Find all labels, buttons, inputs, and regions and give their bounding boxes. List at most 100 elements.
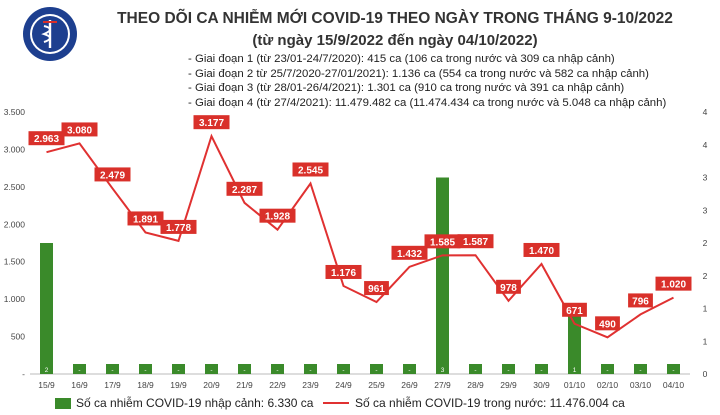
bar-value-label: 3 [441,367,445,374]
y-right-tick-label: 4 [703,140,708,150]
bar [271,364,284,374]
bar [535,364,548,374]
x-tick-label: 20/9 [203,380,220,390]
line-data-label: 2.963 [34,134,59,145]
x-tick-label: 04/10 [663,380,685,390]
line-data-label-bg [94,167,131,182]
bar [304,364,317,374]
y-right-tick-label: 4 [703,107,708,117]
line-data-label-bg [595,316,620,331]
line-data-label: 796 [632,296,649,307]
bar-value-label: - [144,367,146,374]
line-data-label-bg [193,115,230,130]
line-data-label-bg [61,122,98,137]
x-tick-label: 23/9 [302,380,319,390]
note-line: - Giai đoạn 2 từ 25/7/2020-27/01/2021): … [188,67,649,80]
x-tick-label: 26/9 [401,380,418,390]
line-data-label: 2.287 [232,185,257,196]
chart-title: THEO DÕI CA NHIỄM MỚI COVID-19 THEO NGÀY… [117,10,673,27]
x-tick-label: 18/9 [137,380,154,390]
bar [634,364,647,374]
bar [205,364,218,374]
y-right-tick-label: 2 [703,238,708,248]
x-tick-label: 22/9 [269,380,286,390]
bar-value-label: - [210,367,212,374]
bar-value-label: - [639,367,641,374]
line-data-label-bg [364,281,389,296]
bar [568,308,581,374]
y-left-tick-label: 2.000 [4,219,26,229]
bar [337,364,350,374]
bar-value-label: - [276,367,278,374]
line-data-label-bg [325,264,362,279]
x-tick-label: 27/9 [434,380,451,390]
ministry-of-health-logo [23,7,77,61]
bar-swatch-icon [55,397,71,409]
line-data-label-bg [457,234,494,249]
x-tick-label: 24/9 [335,380,352,390]
y-right-tick-label: 3 [703,205,708,215]
bar [601,364,614,374]
bar-value-label: - [111,367,113,374]
x-tick-label: 03/10 [630,380,652,390]
line-data-label-bg [655,276,692,291]
x-tick-label: 30/9 [533,380,550,390]
line-data-label: 2.545 [298,165,323,176]
line-data-label: 1.778 [166,223,191,234]
legend-bars-label: Số ca nhiễm COVID-19 nhập cảnh: 6.330 ca [76,396,314,410]
line-data-label-bg [496,279,521,294]
bar-value-label: - [408,367,410,374]
y-left-tick-label: 3.000 [4,144,26,154]
bar-value-label: 1 [573,367,577,374]
legend-item-line: Số ca nhiễm COVID-19 trong nước: 11.476.… [323,396,625,410]
notes-block: - Giai đoạn 1 (từ 23/01-24/7/2020): 415 … [188,52,708,110]
x-tick-label: 01/10 [564,380,586,390]
note-line: - Giai đoạn 1 (từ 23/01-24/7/2020): 415 … [188,53,615,65]
line-data-label-bg [628,293,653,308]
bar [667,364,680,374]
bar-value-label: - [540,367,542,374]
y-right-tick-label: 0 [703,369,708,379]
line-data-label: 1.470 [529,246,554,257]
bar [403,364,416,374]
bar [106,364,119,374]
line-data-label-bg [391,245,428,260]
y-right-tick-label: 2 [703,271,708,281]
y-right-tick-label: 1 [703,304,708,314]
bar-value-label: - [672,367,674,374]
bar [238,364,251,374]
line-swatch-icon [323,402,349,404]
line-data-label-bg [127,211,164,226]
line-data-label-bg [28,131,65,146]
y-left-tick-label: 1.000 [4,294,26,304]
bar [502,364,515,374]
line-data-label-bg [292,162,329,177]
bar [139,364,152,374]
line-data-label-bg [424,234,461,249]
line-data-label: 1.020 [661,280,686,291]
line-data-label: 1.432 [397,249,422,260]
line-data-label: 1.176 [331,268,356,279]
x-tick-label: 19/9 [170,380,187,390]
line-data-label: 1.585 [430,237,455,248]
legend-line-label: Số ca nhiễm COVID-19 trong nước: 11.476.… [355,396,625,410]
y-left-tick-label: 500 [11,332,25,342]
x-tick-label: 28/9 [467,380,484,390]
bar-value-label: - [606,367,608,374]
y-right-tick-label: 1 [703,336,708,346]
line-data-label: 2.479 [100,170,125,181]
line-data-label-bg [226,181,263,196]
bar [40,243,53,374]
line-data-label: 3.080 [67,125,92,136]
x-tick-label: 02/10 [597,380,619,390]
x-tick-label: 15/9 [38,380,55,390]
y-left-tick-label: - [22,369,25,379]
y-left-tick-label: 1.500 [4,257,26,267]
legend-item-bars: Số ca nhiễm COVID-19 nhập cảnh: 6.330 ca [55,396,313,410]
line-data-label-bg [259,208,296,223]
bar [436,177,449,374]
bar [172,364,185,374]
y-right-tick-label: 3 [703,173,708,183]
line-data-label: 978 [500,283,517,294]
